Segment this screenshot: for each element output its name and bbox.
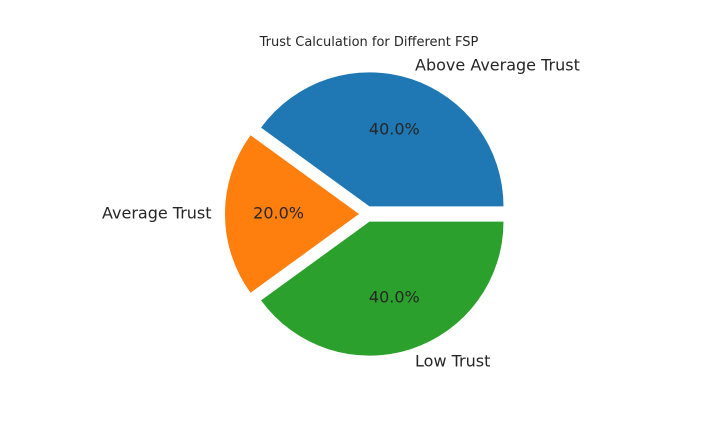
slice-label-above-average-trust: Above Average Trust (415, 56, 580, 75)
pie-slice-low-trust (261, 221, 504, 356)
pie-labels: Above Average Trust 40.0% Average Trust 20.… (102, 56, 580, 371)
pie-slice-above-average-trust (261, 72, 504, 207)
slice-percent-low-trust: 40.0% (369, 288, 420, 307)
chart-title: Trust Calculation for Different FSP (259, 35, 479, 50)
pie-slice-average-trust (224, 135, 359, 293)
slice-label-low-trust: Low Trust (415, 351, 490, 370)
slice-percent-average-trust: 20.0% (253, 204, 304, 223)
pie-slices (224, 72, 504, 356)
slice-percent-above-average-trust: 40.0% (369, 119, 420, 138)
slice-label-average-trust: Average Trust (102, 204, 212, 223)
